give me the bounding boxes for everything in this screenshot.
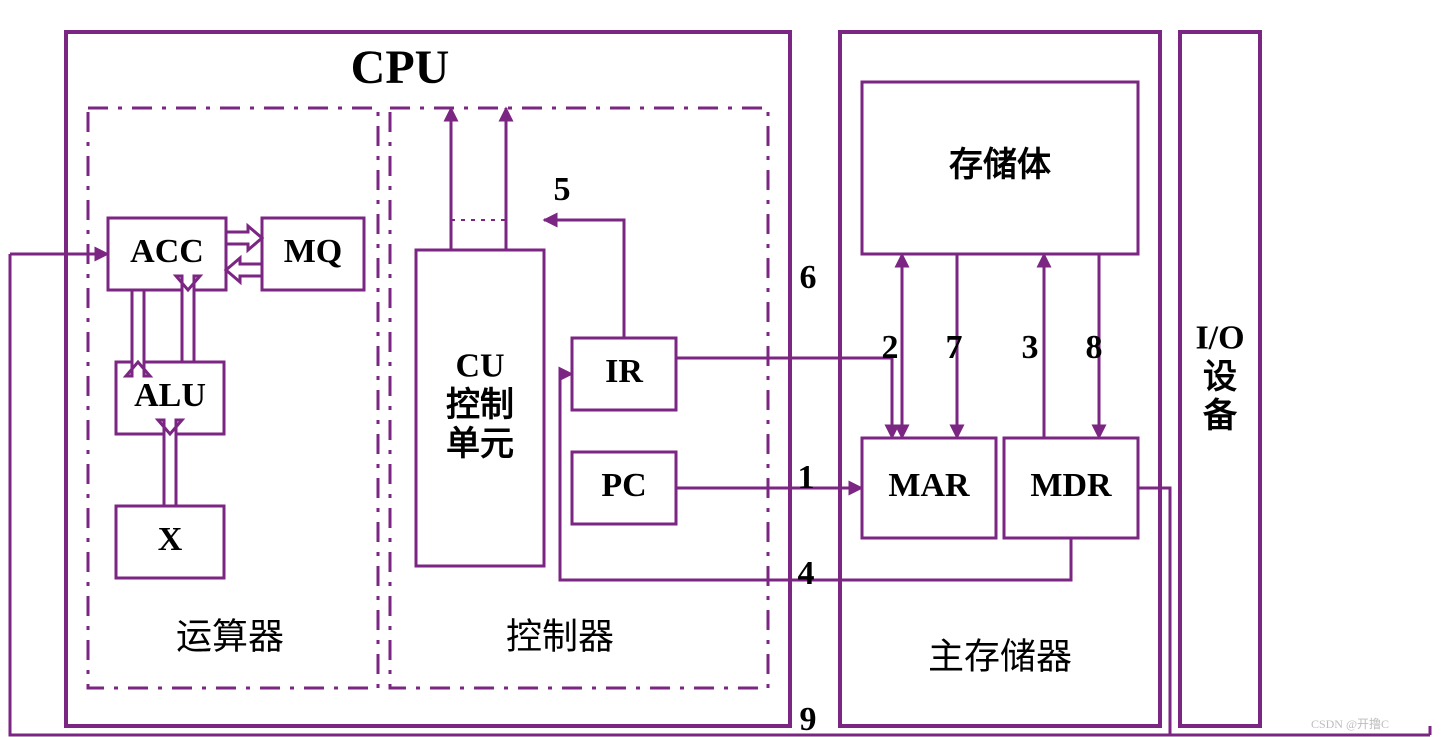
io-label: 设 [1203, 358, 1237, 396]
cu-label: 控制 [446, 386, 514, 424]
edge-label-8: 8 [1086, 329, 1103, 366]
edge-label-2: 2 [882, 329, 899, 366]
acc-label: ACC [130, 233, 204, 270]
mq-label: MQ [284, 233, 343, 270]
storage-label: 存储体 [949, 146, 1051, 184]
cpu-label: CPU [351, 41, 450, 94]
edge-label-3: 3 [1022, 329, 1039, 366]
edge-label-9: 9 [800, 701, 817, 737]
mq-to-acc-arrow [226, 258, 262, 282]
x-label: X [158, 521, 183, 558]
ir-label: IR [605, 353, 643, 390]
io-label: 备 [1203, 397, 1238, 435]
memory-label: 主存储器 [928, 636, 1072, 676]
edge-mdr-io [1138, 488, 1170, 735]
edge-label-4: 4 [798, 555, 815, 592]
acc-to-mq-arrow [226, 226, 262, 250]
edge-label-1: 1 [798, 459, 815, 496]
edge-6 [676, 358, 892, 438]
mar-label: MAR [888, 467, 970, 504]
cu-label: CU [455, 348, 504, 385]
watermark: CSDN @开撸C [1311, 716, 1389, 731]
edge-label-6: 6 [800, 259, 817, 296]
edge-label-5: 5 [554, 171, 571, 208]
edge-5 [544, 220, 624, 338]
pc-label: PC [601, 467, 646, 504]
arithmetic-unit-box [88, 108, 378, 688]
control-unit-label: 控制器 [506, 616, 614, 656]
cu-label: 单元 [446, 425, 514, 463]
cpu-architecture-diagram: CPU 运算器 控制器主存储器 I/O设备 ACC MQ ALU X CU控制单元 IR PC 存储体… [0, 0, 1441, 737]
io-label: I/O [1195, 320, 1244, 357]
edge-label-7: 7 [946, 329, 963, 366]
memory-box [840, 32, 1160, 726]
alu-label: ALU [134, 377, 206, 414]
mdr-label: MDR [1030, 467, 1112, 504]
arithmetic-unit-label: 运算器 [176, 616, 284, 656]
